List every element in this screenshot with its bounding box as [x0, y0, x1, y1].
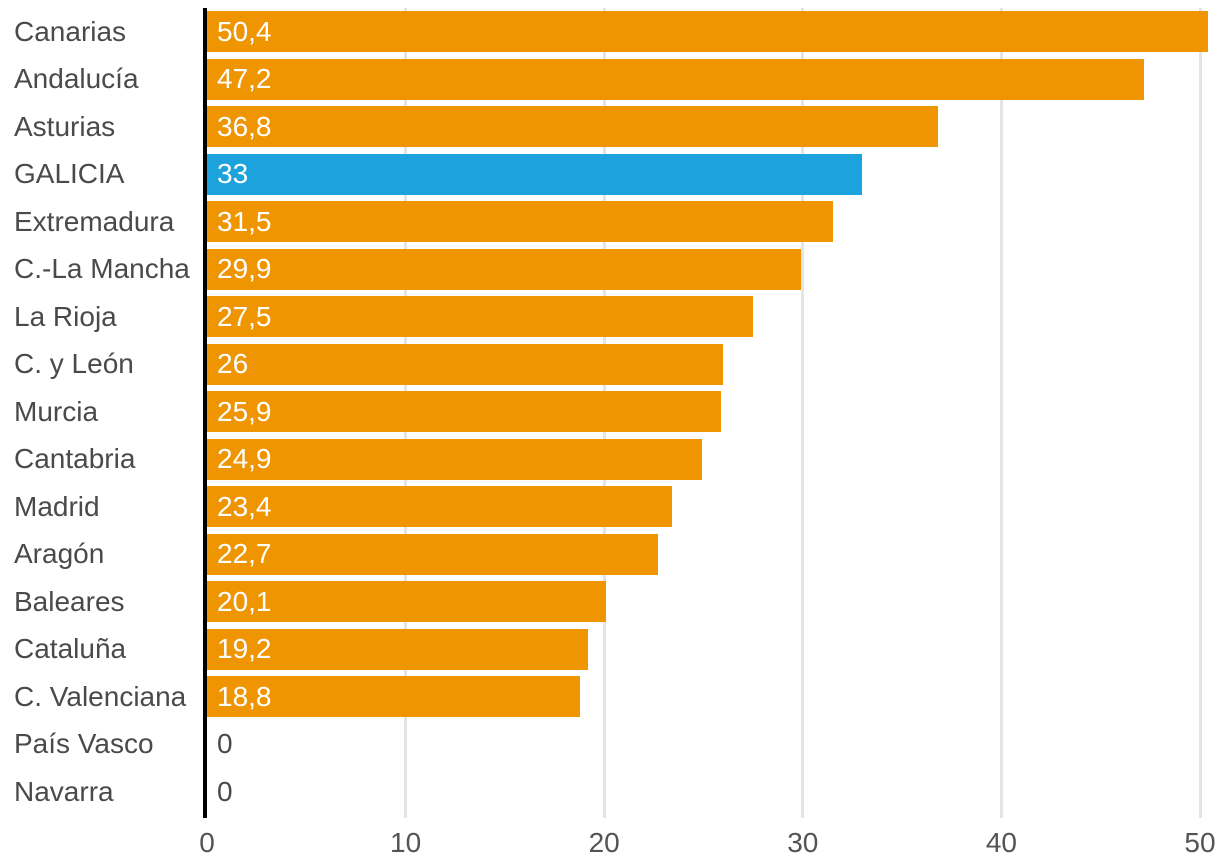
bar-track: 0	[207, 772, 1220, 813]
category-label: C. y León	[14, 348, 134, 380]
x-axis-tick-label: 0	[199, 827, 215, 858]
bar-track: 27,5	[207, 296, 1220, 338]
chart-row: La Rioja 27,5	[0, 293, 1220, 341]
category-label: Navarra	[14, 776, 114, 807]
bar-track: 29,9	[207, 248, 1220, 290]
bar-track: 0	[207, 724, 1220, 765]
bar: 22,7	[207, 533, 658, 575]
chart-row: Madrid 23,4	[0, 483, 1220, 531]
chart-row: Andalucía 47,2	[0, 56, 1220, 104]
bar: 19,2	[207, 628, 589, 670]
category-label: C. Valenciana	[14, 680, 187, 712]
chart-row: Cantabria 24,9	[0, 436, 1220, 484]
category-label: Cantabria	[14, 443, 136, 475]
bar: 20,1	[207, 581, 607, 623]
value-label: 36,8	[217, 110, 272, 142]
bar-track: 36,8	[207, 106, 1220, 148]
value-label: 31,5	[217, 205, 272, 237]
chart-row: C. Valenciana 18,8	[0, 673, 1220, 721]
category-label: Madrid	[14, 490, 100, 522]
bar-track: 50,4	[207, 11, 1220, 53]
gridline	[1198, 8, 1202, 818]
value-label: 23,4	[217, 490, 272, 522]
bar: 27,5	[207, 296, 754, 338]
bar-track: 23,4	[207, 486, 1220, 528]
value-label: 22,7	[217, 538, 272, 570]
category-label: Andalucía	[14, 63, 139, 95]
plot-area: Canarias 50,4 Andalucía 47,2 Asturias 36,8 GAL…	[0, 8, 1220, 816]
bar: 50,4	[207, 11, 1208, 53]
chart-row: Murcia 25,9	[0, 388, 1220, 436]
value-label: 25,9	[217, 395, 272, 427]
value-label: 20,1	[217, 585, 272, 617]
category-label: Murcia	[14, 395, 99, 427]
bar: 29,9	[207, 248, 801, 290]
bar: 23,4	[207, 486, 672, 528]
value-label: 29,9	[217, 253, 272, 285]
value-label: 26	[217, 348, 249, 380]
chart-row: Navarra 0	[0, 768, 1220, 816]
category-label: País Vasco	[14, 728, 154, 760]
bar: 36,8	[207, 106, 938, 148]
gridline	[801, 8, 805, 818]
gridline	[999, 8, 1003, 818]
x-axis-tick-label: 30	[787, 827, 819, 858]
value-label: 18,8	[217, 680, 272, 712]
chart-row: GALICIA 33	[0, 151, 1220, 199]
category-label: La Rioja	[14, 300, 117, 332]
bar-track: 25,9	[207, 391, 1220, 433]
chart-row: Cataluña 19,2	[0, 626, 1220, 674]
category-label: GALICIA	[14, 158, 125, 190]
value-label: 50,4	[217, 15, 272, 47]
value-label: 33	[217, 158, 249, 190]
chart-row: Asturias 36,8	[0, 103, 1220, 151]
bar-track: 20,1	[207, 581, 1220, 623]
x-axis-tick-label: 50	[1184, 827, 1216, 858]
bar-track: 26	[207, 343, 1220, 385]
bar-highlighted: 33	[207, 153, 863, 195]
category-label: C.-La Mancha	[14, 253, 190, 285]
category-label: Cataluña	[14, 633, 127, 665]
value-label: 19,2	[217, 633, 272, 665]
value-label: 24,9	[217, 443, 272, 475]
bar-track: 19,2	[207, 628, 1220, 670]
value-label: 27,5	[217, 300, 272, 332]
x-axis-tick-label: 20	[588, 827, 620, 858]
chart-row: Canarias 50,4	[0, 8, 1220, 56]
chart-row: C. y León 26	[0, 341, 1220, 389]
chart-row: Baleares 20,1	[0, 578, 1220, 626]
category-label: Extremadura	[14, 205, 175, 237]
bar-track: 24,9	[207, 438, 1220, 480]
bar: 25,9	[207, 391, 722, 433]
bar-track: 47,2	[207, 58, 1220, 100]
category-label: Baleares	[14, 585, 125, 617]
category-label: Aragón	[14, 538, 105, 570]
value-label-zero: 0	[217, 728, 233, 760]
chart-row: Extremadura 31,5	[0, 198, 1220, 246]
bar: 47,2	[207, 58, 1145, 100]
bar-track: 22,7	[207, 533, 1220, 575]
value-label: 47,2	[217, 63, 272, 95]
bar: 18,8	[207, 676, 581, 718]
category-label: Asturias	[14, 110, 116, 142]
bar: 31,5	[207, 201, 833, 243]
bar: 26	[207, 343, 724, 385]
bar-track: 31,5	[207, 201, 1220, 243]
value-label-zero: 0	[217, 776, 233, 807]
bar-track: 33	[207, 153, 1220, 195]
x-axis-tick-label: 10	[390, 827, 422, 858]
chart-row: Aragón 22,7	[0, 531, 1220, 579]
category-label: Canarias	[14, 15, 127, 47]
bar: 24,9	[207, 438, 702, 480]
chart-row: País Vasco 0	[0, 721, 1220, 769]
x-axis-tick-label: 40	[985, 827, 1017, 858]
bar-track: 18,8	[207, 676, 1220, 718]
y-axis-line	[203, 8, 207, 818]
chart-row: C.-La Mancha 29,9	[0, 246, 1220, 294]
